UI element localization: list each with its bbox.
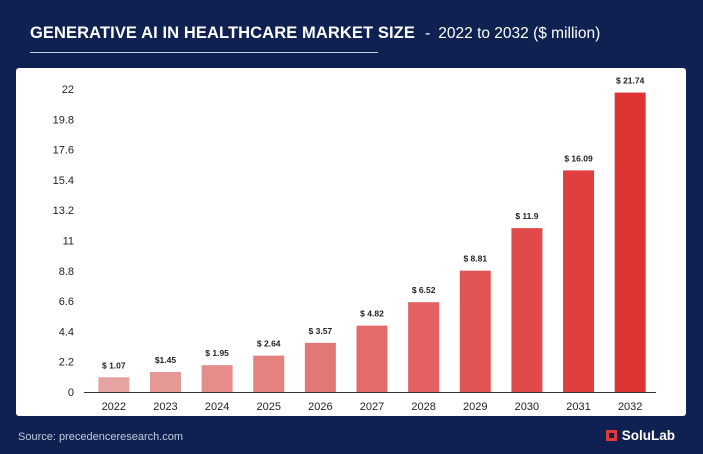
y-tick-label: 15.4 [53, 175, 74, 187]
brand-logo: SoluLab [605, 428, 675, 443]
bar [201, 365, 233, 392]
y-tick-label: 13.2 [53, 205, 74, 217]
bars [98, 92, 646, 393]
y-tick-label: 8.8 [59, 266, 74, 278]
chart-header: GENERATIVE AI IN HEALTHCARE MARKET SIZE … [30, 24, 600, 43]
title-underline [30, 52, 378, 53]
y-tick-label: 11 [63, 236, 74, 248]
data-label: $ 11.9 [515, 211, 538, 221]
x-tick-label: 2023 [153, 401, 177, 413]
x-tick-label: 2029 [463, 401, 487, 413]
y-tick-label: 17.6 [53, 145, 74, 157]
y-tick-label: 2.2 [59, 357, 74, 369]
y-axis-ticks: 0 2.2 4.4 6.6 8.8 11 13.2 15.4 17.6 19.8 22 [53, 84, 74, 399]
bar [408, 302, 440, 392]
solulab-logo-icon [605, 430, 617, 441]
x-tick-label: 2022 [102, 401, 126, 413]
data-label: $ 16.09 [564, 153, 593, 163]
y-tick-label: 4.4 [59, 326, 74, 338]
source-note: Source: precedenceresearch.com [18, 431, 184, 443]
bar [356, 325, 388, 392]
data-label: $ 1.07 [102, 360, 126, 370]
x-tick-label: 2032 [618, 401, 642, 413]
title-separator: - [424, 25, 431, 42]
chart-subtitle: 2022 to 2032 ($ million) [438, 25, 601, 42]
data-label: $ 21.74 [616, 76, 645, 86]
data-label: $ 4.82 [360, 309, 384, 319]
bar [253, 355, 285, 392]
bar [459, 270, 491, 392]
x-tick-label: 2031 [566, 401, 590, 413]
data-label: $ 6.52 [412, 285, 436, 295]
data-label: $ 1.95 [205, 348, 229, 358]
data-labels: $ 1.07 $1.45 $ 1.95 $ 2.64 $ 3.57 $ 4.82 $ 6.5… [102, 76, 645, 371]
x-tick-label: 2028 [411, 401, 435, 413]
x-tick-label: 2026 [308, 401, 332, 413]
bar [304, 342, 336, 392]
y-tick-label: 19.8 [53, 114, 74, 126]
y-tick-label: 0 [68, 387, 74, 399]
bar-chart: 0 2.2 4.4 6.6 8.8 11 13.2 15.4 17.6 19.8 22 $ 1.07… [53, 76, 656, 413]
x-tick-label: 2025 [256, 401, 280, 413]
x-tick-label: 2024 [205, 401, 229, 413]
chart-card: 0 2.2 4.4 6.6 8.8 11 13.2 15.4 17.6 19.8 22 $ 1.07… [16, 68, 686, 416]
bar [563, 170, 595, 392]
data-label: $ 3.57 [309, 326, 333, 336]
x-tick-label: 2027 [360, 401, 384, 413]
bar [511, 228, 543, 392]
brand-name: SoluLab [621, 428, 675, 443]
y-tick-label: 6.6 [59, 296, 74, 308]
chart-title: GENERATIVE AI IN HEALTHCARE MARKET SIZE [30, 24, 415, 42]
y-tick-label: 22 [62, 84, 74, 96]
x-axis-ticks: 2022 2023 2024 2025 2026 2027 2028 2029 2030 2031… [102, 401, 643, 413]
data-label: $1.45 [155, 355, 177, 365]
x-tick-label: 2030 [515, 401, 539, 413]
bar [614, 92, 646, 393]
bar [149, 372, 181, 392]
data-label: $ 8.81 [463, 254, 487, 264]
bar [98, 377, 130, 392]
data-label: $ 2.64 [257, 339, 281, 349]
